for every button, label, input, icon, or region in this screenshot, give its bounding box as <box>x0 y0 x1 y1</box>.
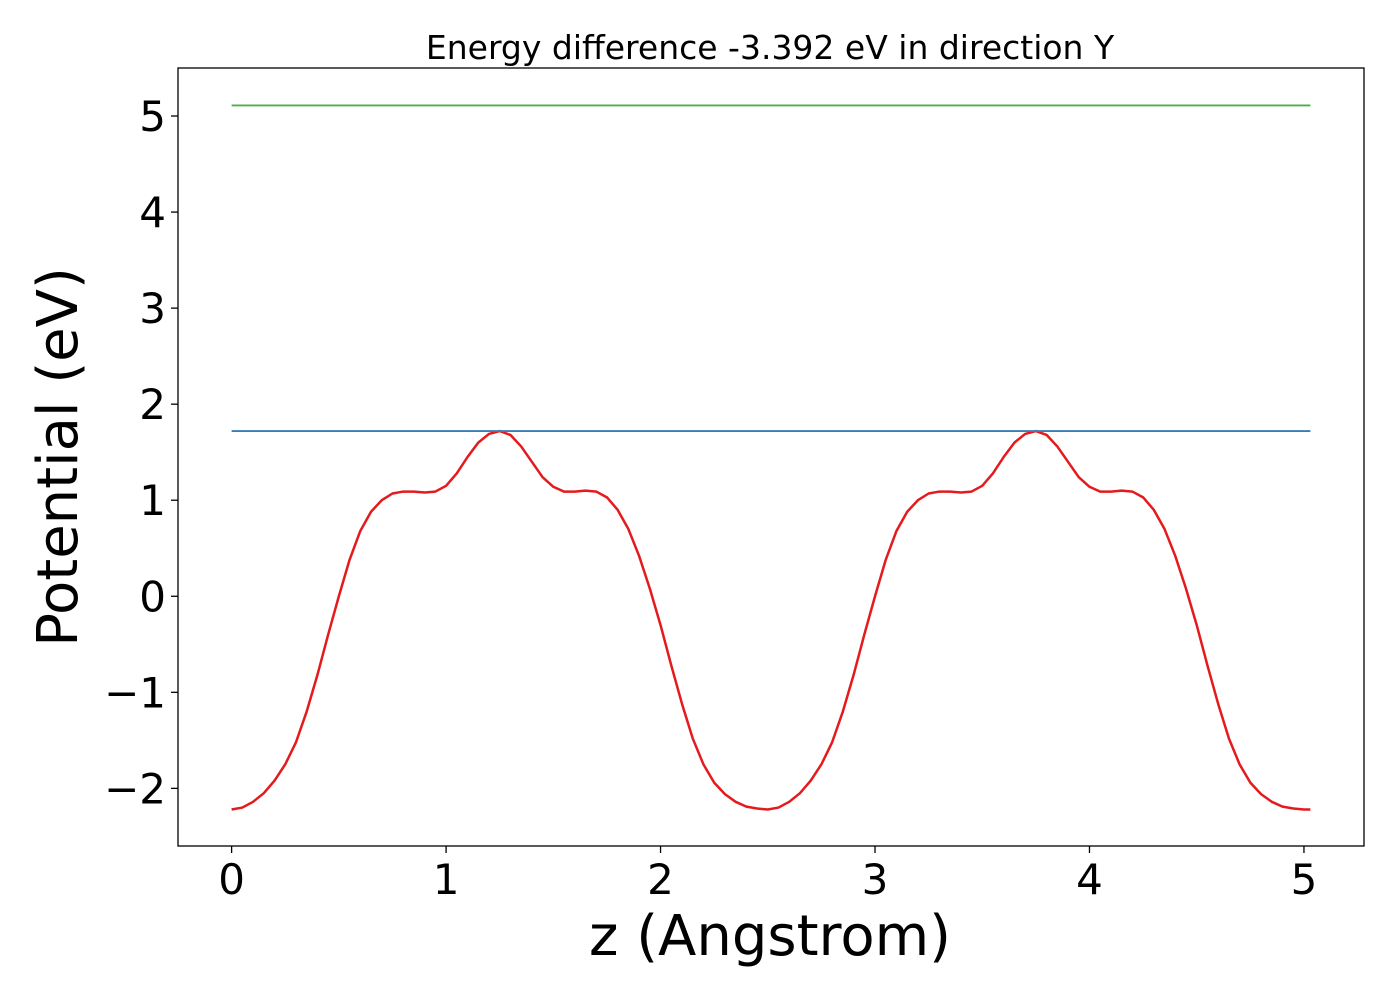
plot-area-frame <box>177 67 1365 847</box>
y-axis-ticks: −2 −1 0 1 2 3 4 5 <box>104 92 178 813</box>
x-axis-ticks: 0 1 2 3 4 5 <box>218 846 1317 904</box>
x-tick-label: 0 <box>218 855 245 904</box>
chart-title: Energy difference -3.392 eV in direction… <box>426 28 1115 67</box>
y-tick-label: 5 <box>139 92 166 141</box>
x-tick-label: 2 <box>647 855 674 904</box>
y-tick-label: −2 <box>104 764 166 813</box>
series-line-potential <box>231 429 1311 811</box>
x-tick-label: 5 <box>1291 855 1318 904</box>
x-axis-title: z (Angstrom) <box>589 904 951 969</box>
y-axis-title: Potential (eV) <box>26 267 91 647</box>
y-tick-label: 1 <box>139 476 166 525</box>
y-tick-label: −1 <box>104 668 166 717</box>
x-tick-label: 1 <box>433 855 460 904</box>
y-tick-label: 4 <box>139 188 166 237</box>
y-tick-label: 0 <box>139 572 166 621</box>
y-tick-label: 3 <box>139 284 166 333</box>
x-tick-label: 4 <box>1076 855 1103 904</box>
series-layer <box>231 104 1311 811</box>
x-tick-label: 3 <box>862 855 889 904</box>
y-tick-label: 2 <box>139 380 166 429</box>
